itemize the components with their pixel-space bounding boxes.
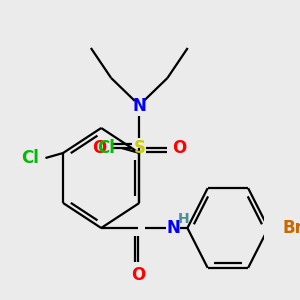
Text: Br: Br	[283, 219, 300, 237]
Text: Cl: Cl	[97, 139, 115, 157]
Text: O: O	[172, 139, 186, 157]
Text: O: O	[93, 139, 107, 157]
Text: Cl: Cl	[21, 149, 39, 167]
Text: H: H	[178, 212, 190, 226]
Text: O: O	[131, 266, 145, 284]
Text: N: N	[167, 219, 180, 237]
Text: N: N	[132, 97, 146, 115]
Text: S: S	[133, 139, 145, 157]
